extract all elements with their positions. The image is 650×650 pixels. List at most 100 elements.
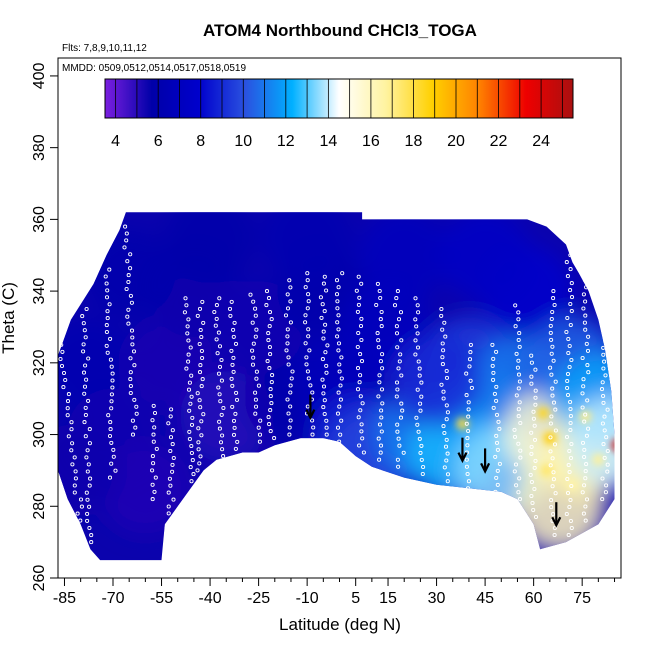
sample-point [358, 394, 363, 399]
sample-point [126, 273, 131, 278]
sample-point [196, 447, 201, 452]
sample-point [444, 368, 449, 374]
sample-point [170, 462, 175, 467]
sample-point [569, 308, 574, 314]
sample-point [529, 479, 534, 485]
sample-point [494, 433, 499, 438]
sample-point [339, 355, 344, 360]
y-tick-label: 300 [31, 421, 48, 448]
sample-point [586, 426, 591, 431]
sample-point [567, 469, 572, 475]
sample-point [250, 362, 256, 367]
sample-point [516, 337, 521, 343]
sample-point [395, 387, 400, 392]
down-arrow-icon [480, 448, 491, 474]
sample-point [552, 442, 558, 447]
sample-point [444, 417, 449, 422]
sample-point [418, 401, 423, 406]
sample-point [214, 303, 219, 308]
sample-point [216, 371, 222, 376]
sample-point [323, 322, 328, 327]
sample-point [104, 295, 110, 300]
sample-point [399, 373, 404, 378]
sample-point [564, 511, 569, 517]
sample-point [445, 472, 451, 477]
sample-point [287, 278, 292, 283]
sample-point [491, 377, 496, 382]
flight-track [283, 278, 295, 437]
sample-point [251, 299, 256, 304]
sample-point [72, 490, 77, 495]
flight-track [166, 407, 176, 516]
sample-point [199, 433, 204, 438]
sample-point [268, 429, 273, 434]
sample-point [197, 398, 202, 403]
sample-point [134, 411, 139, 416]
sample-point [357, 295, 362, 300]
sample-point [84, 455, 89, 460]
sample-point [86, 398, 91, 403]
sample-point [216, 385, 221, 390]
sample-point [288, 320, 293, 325]
sample-point [130, 418, 135, 423]
colorbar-tick-label: 4 [111, 133, 120, 150]
sample-point [490, 342, 495, 347]
sample-point [601, 400, 606, 405]
sample-point [602, 359, 607, 364]
sample-point [529, 360, 534, 365]
y-tick-label: 280 [31, 493, 48, 520]
sample-point [583, 476, 588, 481]
sample-point [81, 349, 86, 354]
sample-point [582, 483, 587, 488]
sample-point [377, 457, 382, 462]
colorbar-tick-label: 8 [196, 133, 205, 150]
sample-point [318, 295, 323, 300]
sample-point [324, 288, 329, 293]
sample-point [133, 425, 138, 430]
flight-track [303, 271, 316, 437]
sample-point [267, 366, 272, 371]
sample-point [228, 313, 233, 318]
sample-point [394, 380, 400, 385]
sample-point [377, 422, 383, 427]
sample-point [586, 370, 591, 375]
sample-point [441, 424, 446, 429]
sample-point [323, 350, 328, 355]
sample-point [549, 337, 554, 342]
sample-point [104, 281, 109, 286]
sample-point [257, 439, 262, 444]
sample-point [552, 532, 557, 538]
sample-point [467, 364, 472, 369]
sample-point [267, 310, 273, 315]
sample-point [549, 505, 554, 510]
sample-point [197, 306, 203, 311]
sample-point [288, 285, 293, 290]
sample-point [529, 381, 534, 386]
sample-point [551, 470, 556, 475]
sample-point [231, 418, 237, 423]
sample-point [217, 392, 222, 397]
sample-point [548, 449, 553, 454]
sample-point [512, 434, 518, 439]
sample-point [603, 373, 608, 378]
sample-point [379, 415, 384, 420]
sample-point [400, 408, 405, 413]
sample-point [285, 306, 291, 311]
sample-point [233, 411, 238, 416]
sample-point [220, 447, 225, 452]
y-axis-label: Theta (C) [0, 282, 18, 354]
sample-point [199, 384, 204, 389]
sample-point [126, 307, 131, 312]
x-tick-label: 45 [476, 590, 494, 607]
sample-point [87, 525, 92, 531]
sample-point [63, 377, 68, 383]
sample-point [464, 421, 469, 426]
sample-point [86, 356, 91, 361]
sample-point [321, 336, 326, 341]
sample-point [339, 376, 344, 381]
sample-point [439, 382, 444, 387]
sample-point [290, 369, 295, 374]
sample-point [335, 306, 340, 311]
sample-point [581, 384, 586, 389]
flight-track [212, 296, 226, 459]
